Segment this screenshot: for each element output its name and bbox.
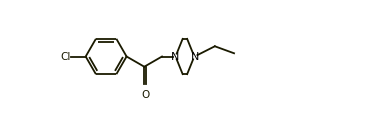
Text: N: N (170, 52, 179, 62)
Text: O: O (141, 89, 149, 99)
Text: Cl: Cl (60, 52, 70, 62)
Text: N: N (191, 52, 199, 62)
